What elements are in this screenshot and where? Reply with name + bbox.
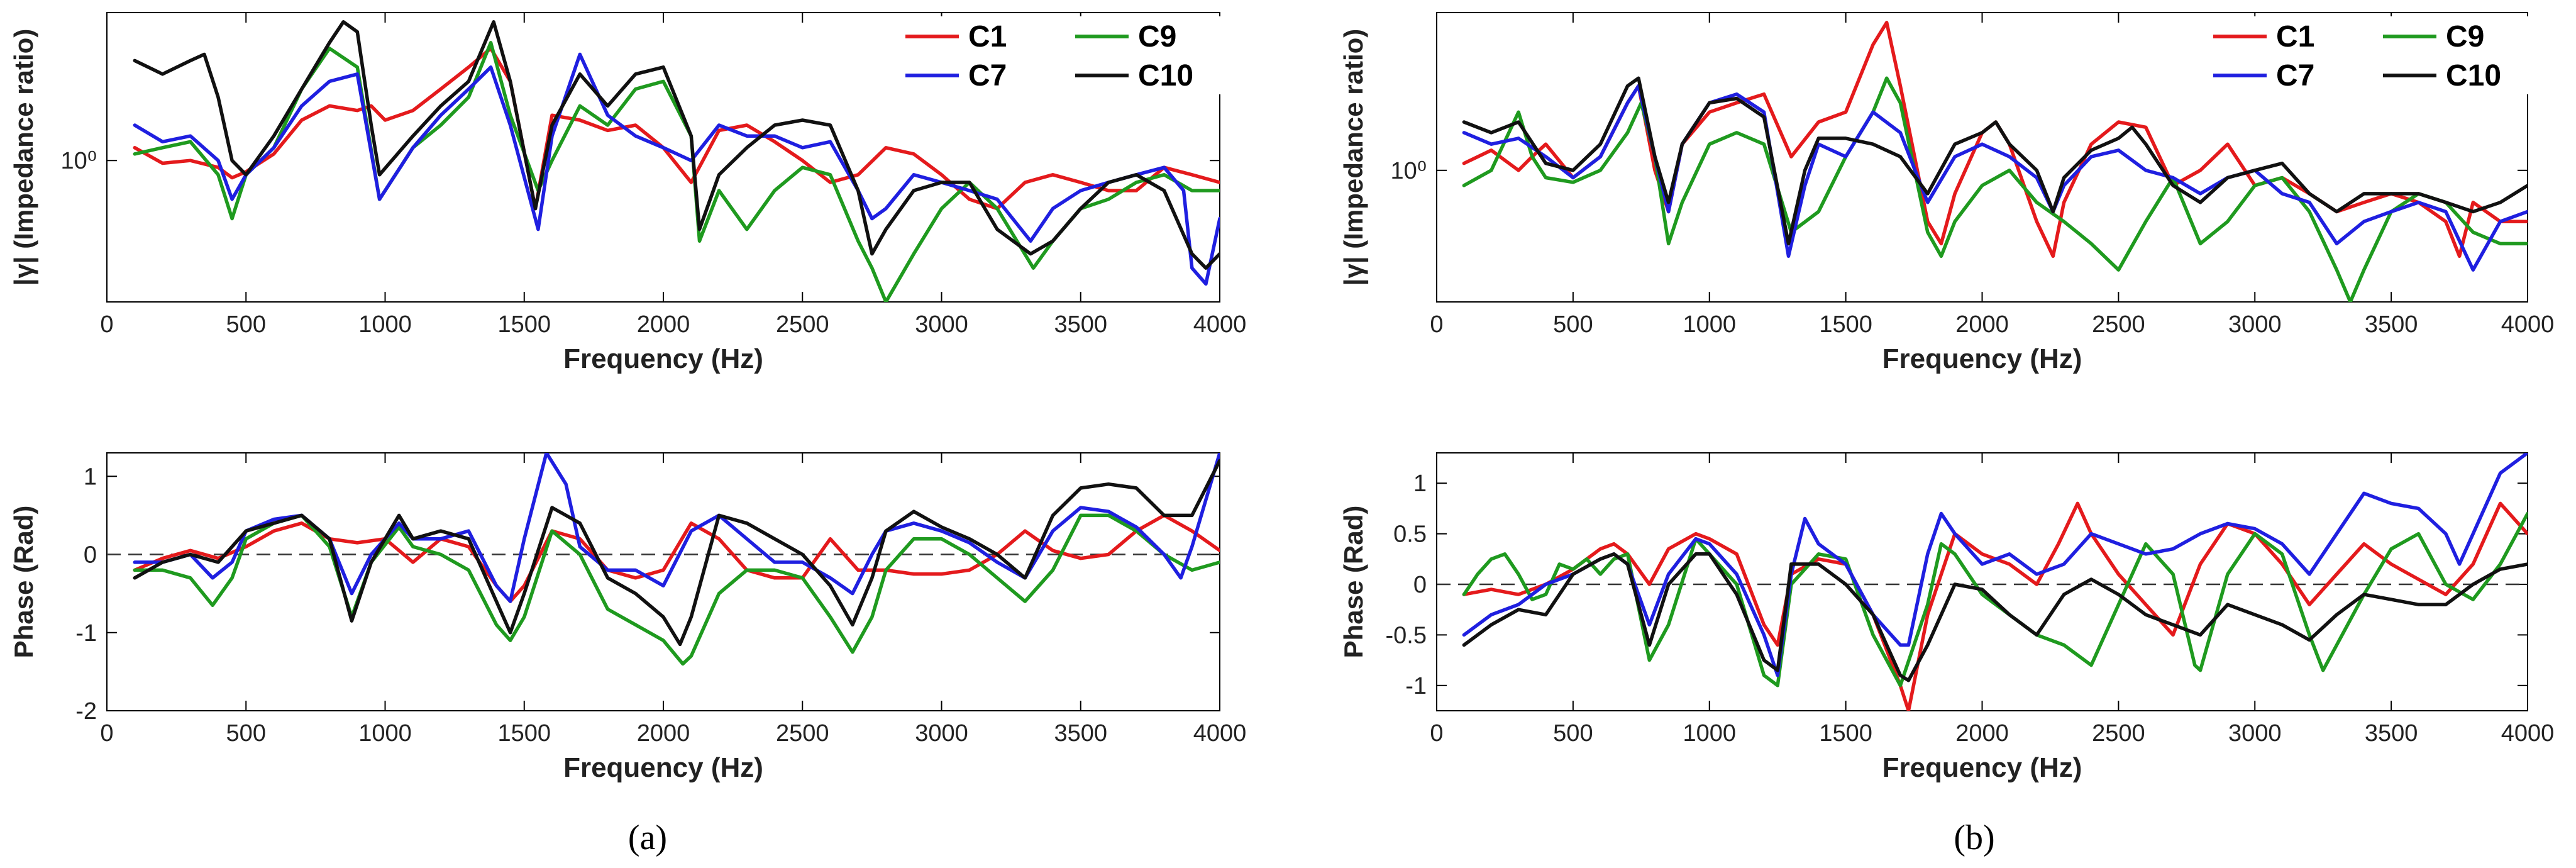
x-tick-label: 2500 xyxy=(776,720,829,747)
x-tick-label: 1000 xyxy=(1683,311,1736,338)
x-tick-label: 3000 xyxy=(915,311,968,338)
series-line-c10 xyxy=(133,20,1220,270)
y-axis-label: |γ| (Impedance ratio) xyxy=(1339,29,1369,286)
y-tick-label: 10⁰ xyxy=(60,148,97,174)
y-tick-label: 0 xyxy=(1413,572,1427,598)
x-tick-label: 3000 xyxy=(915,720,968,747)
x-axis-label: Frequency (Hz) xyxy=(563,343,763,374)
x-tick-label: 1500 xyxy=(1819,311,1872,338)
x-tick-label: 4000 xyxy=(1193,311,1247,338)
y-tick-label: -0.5 xyxy=(1386,622,1427,648)
panel-a-phase-axes-box xyxy=(106,452,1220,711)
y-tick-label: -1 xyxy=(1405,673,1427,699)
y-tick-label: 1 xyxy=(84,464,97,490)
x-tick-label: 1500 xyxy=(497,311,551,338)
y-tick-label: 0.5 xyxy=(1393,521,1427,548)
panel-b-caption: (b) xyxy=(1954,818,1994,857)
y-axis-label: Phase (Rad) xyxy=(1339,506,1368,659)
x-tick-label: 2500 xyxy=(776,311,829,338)
panel-a-magnitude-series-group xyxy=(133,20,1220,302)
y-tick-label: -2 xyxy=(75,698,97,725)
panel-b-phase-axes-box xyxy=(1436,452,2528,711)
x-tick-label: 4000 xyxy=(1193,720,1247,747)
x-tick-label: 1000 xyxy=(358,311,412,338)
panel-b-magnitude-plot: 0 500 1000 1500 2000 2500 3000 3500 4000 10⁰ Frequ… xyxy=(1339,12,2555,374)
series-line-c9 xyxy=(133,513,1220,666)
x-tick-label: 3000 xyxy=(2228,311,2282,338)
x-tick-label: 3500 xyxy=(2365,720,2418,747)
series-line-c9 xyxy=(1462,511,2528,687)
x-tick-label: 500 xyxy=(226,311,266,338)
x-tick-label: 4000 xyxy=(2501,720,2555,747)
x-tick-label: 3500 xyxy=(1054,311,1107,338)
panel-b-magnitude-series-group xyxy=(1462,21,2528,302)
x-tick-label: 3500 xyxy=(1054,720,1107,747)
y-axis-label: |γ| (Impedance ratio) xyxy=(9,29,39,286)
y-tick-label: 0 xyxy=(84,542,97,569)
x-axis-label: Frequency (Hz) xyxy=(1882,752,2082,783)
x-axis-label: Frequency (Hz) xyxy=(1882,343,2082,374)
legend-label-c7: C7 xyxy=(2276,59,2314,92)
series-line-c7 xyxy=(133,52,1220,286)
y-tick-label: 10⁰ xyxy=(1390,158,1427,184)
panel-b-phase-plot: 0 500 1000 1500 2000 2500 3000 3500 4000 -1 -0.5 0 0… xyxy=(1339,452,2555,783)
x-tick-label: 500 xyxy=(226,720,266,747)
panel-a-magnitude-plot: 0 500 1000 1500 2000 2500 3000 3500 4000 10⁰ Frequ… xyxy=(9,12,1247,374)
series-line-c7 xyxy=(1462,453,2528,677)
legend-label-c1: C1 xyxy=(968,20,1007,53)
x-tick-label: 0 xyxy=(1430,720,1443,747)
panel-a-caption: (a) xyxy=(628,818,667,857)
series-line-c7 xyxy=(133,453,1220,603)
legend-label-c9: C9 xyxy=(1138,20,1176,53)
series-line-c10 xyxy=(1462,552,2528,682)
legend-label-c9: C9 xyxy=(2446,20,2484,53)
series-line-c10 xyxy=(1462,76,2528,246)
x-tick-label: 500 xyxy=(1553,720,1593,747)
series-line-c10 xyxy=(133,459,1220,647)
x-tick-label: 1500 xyxy=(497,720,551,747)
x-tick-label: 0 xyxy=(1430,311,1443,338)
x-tick-label: 2000 xyxy=(1955,311,2009,338)
panel-a-phase-series-group xyxy=(133,453,1220,666)
x-tick-label: 1500 xyxy=(1819,720,1872,747)
series-line-c1 xyxy=(1462,501,2528,711)
x-tick-label: 3500 xyxy=(2365,311,2418,338)
x-tick-label: 500 xyxy=(1553,311,1593,338)
y-axis-label: Phase (Rad) xyxy=(9,506,38,659)
x-tick-label: 0 xyxy=(100,311,113,338)
x-tick-label: 0 xyxy=(100,720,113,747)
legend-label-c1: C1 xyxy=(2276,20,2314,53)
x-tick-label: 2500 xyxy=(2092,311,2145,338)
series-line-c1 xyxy=(133,47,1220,211)
panel-b-phase-series-group xyxy=(1462,453,2528,711)
panel-a-phase-plot: 0 500 1000 1500 2000 2500 3000 3500 4000 -2 -1 0 1 Fr… xyxy=(9,452,1247,783)
x-tick-label: 2000 xyxy=(637,311,690,338)
legend-label-c7: C7 xyxy=(968,59,1007,92)
x-axis-label: Frequency (Hz) xyxy=(563,752,763,783)
x-tick-label: 2000 xyxy=(1955,720,2009,747)
legend-label-c10: C10 xyxy=(1138,59,1193,92)
series-line-c9 xyxy=(1462,76,2528,302)
x-tick-label: 2500 xyxy=(2092,720,2145,747)
legend-label-c10: C10 xyxy=(2446,59,2501,92)
y-tick-label: -1 xyxy=(75,620,97,647)
x-tick-label: 3000 xyxy=(2228,720,2282,747)
x-tick-label: 1000 xyxy=(358,720,412,747)
x-tick-label: 2000 xyxy=(637,720,690,747)
x-tick-label: 4000 xyxy=(2501,311,2555,338)
y-tick-label: 1 xyxy=(1413,470,1427,497)
x-tick-label: 1000 xyxy=(1683,720,1736,747)
